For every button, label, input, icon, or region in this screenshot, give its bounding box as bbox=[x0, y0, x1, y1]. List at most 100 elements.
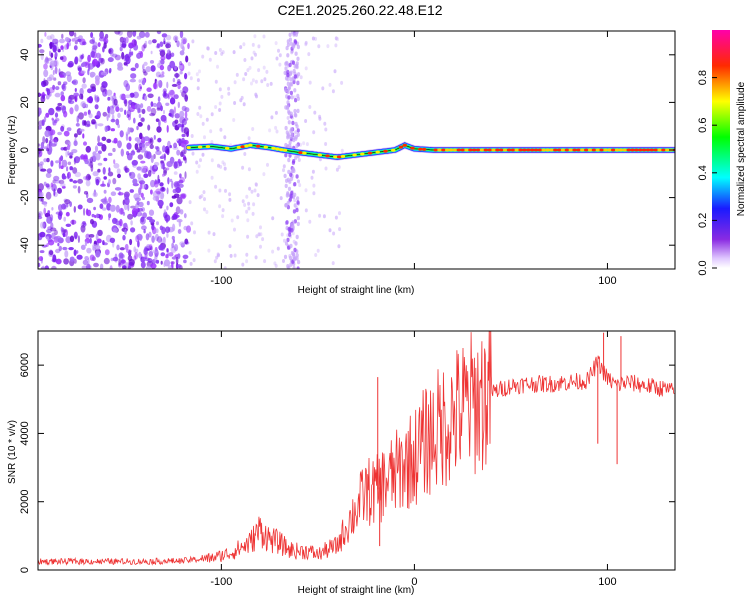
interference-blob bbox=[290, 132, 294, 137]
noise-faint bbox=[297, 158, 301, 162]
noise-faint bbox=[218, 108, 222, 112]
signal-peak bbox=[452, 148, 458, 152]
noise-faint bbox=[282, 164, 286, 169]
interference-blob bbox=[296, 266, 300, 269]
interference-blob bbox=[292, 42, 296, 48]
noise-faint bbox=[324, 142, 328, 146]
signal-peak bbox=[236, 145, 241, 149]
noise-faint bbox=[277, 48, 280, 53]
spectrogram-ytick-label: 20 bbox=[19, 96, 31, 108]
noise-faint bbox=[212, 232, 216, 237]
noise-faint bbox=[221, 50, 225, 55]
noise-faint bbox=[198, 195, 202, 200]
interference-blob bbox=[294, 241, 298, 246]
noise-faint bbox=[324, 127, 328, 132]
noise-faint bbox=[220, 51, 224, 56]
interference-blob bbox=[295, 253, 299, 258]
noise-faint bbox=[246, 234, 250, 239]
signal-peak bbox=[205, 145, 211, 149]
noise-faint bbox=[257, 232, 261, 237]
noise-faint bbox=[256, 193, 260, 198]
noise-faint bbox=[313, 110, 317, 115]
noise-faint bbox=[312, 130, 316, 135]
noise-faint bbox=[219, 164, 223, 169]
noise-faint bbox=[218, 101, 222, 106]
interference-blob bbox=[284, 87, 288, 93]
noise-faint bbox=[243, 58, 247, 62]
noise-faint bbox=[245, 259, 249, 264]
interference-blob bbox=[286, 81, 290, 87]
noise-faint bbox=[337, 165, 341, 170]
noise-faint bbox=[241, 165, 245, 170]
signal-peak bbox=[553, 148, 558, 152]
spectrogram-ticks: -100 100 -40 -20 0 20 40 bbox=[19, 31, 675, 287]
signal-peak bbox=[325, 154, 330, 158]
noise-faint bbox=[205, 117, 209, 122]
interference-blob bbox=[297, 259, 301, 265]
signal-peak bbox=[402, 143, 407, 147]
signal-peak bbox=[433, 148, 438, 152]
interference-blob bbox=[284, 125, 288, 131]
noise-faint bbox=[197, 164, 201, 169]
noise-faint bbox=[257, 68, 261, 73]
signal-peak bbox=[437, 148, 442, 152]
signal-peak bbox=[391, 148, 396, 152]
noise-faint bbox=[254, 92, 258, 97]
signal-peak bbox=[572, 148, 577, 152]
noise-faint bbox=[221, 160, 225, 165]
noise-faint bbox=[276, 246, 280, 251]
signal-peak bbox=[576, 148, 581, 152]
noise-faint bbox=[263, 77, 267, 82]
signal-peak bbox=[255, 144, 261, 148]
snr-xtick-label: 100 bbox=[598, 576, 616, 588]
noise-faint bbox=[314, 253, 318, 257]
noise-faint bbox=[218, 204, 222, 209]
noise-faint bbox=[229, 253, 233, 258]
noise-faint bbox=[274, 110, 278, 115]
interference-blob bbox=[284, 66, 288, 71]
signal-peak bbox=[441, 148, 446, 152]
noise-faint bbox=[335, 167, 339, 172]
noise-faint bbox=[253, 34, 257, 39]
interference-blob bbox=[289, 90, 293, 96]
signal-peak bbox=[398, 145, 404, 149]
interference-blob bbox=[288, 232, 292, 237]
signal-peak bbox=[491, 148, 496, 152]
interference-blob bbox=[295, 143, 299, 148]
noise-faint bbox=[304, 40, 308, 45]
noise-faint bbox=[233, 253, 237, 258]
noise-faint bbox=[246, 218, 250, 223]
noise-faint bbox=[248, 65, 252, 70]
signal-peak bbox=[367, 151, 373, 155]
noise-faint bbox=[334, 215, 338, 220]
noise-faint bbox=[259, 244, 262, 249]
interference-blob bbox=[292, 32, 296, 37]
interference-blob bbox=[296, 221, 300, 227]
noise-faint bbox=[266, 162, 269, 167]
signal-peak bbox=[607, 148, 612, 152]
interference-blob bbox=[286, 72, 290, 78]
interference-blob bbox=[293, 203, 297, 208]
noise-faint bbox=[199, 114, 203, 119]
signal-peak bbox=[282, 148, 288, 152]
noise-faint bbox=[250, 189, 254, 194]
noise-faint bbox=[220, 94, 224, 99]
spectrogram-ytick-label: 0 bbox=[19, 147, 31, 153]
signal-peak bbox=[336, 155, 342, 159]
noise-faint bbox=[328, 82, 332, 87]
noise-faint bbox=[221, 208, 225, 213]
noise-faint bbox=[245, 252, 249, 257]
signal-peak bbox=[186, 146, 191, 150]
noise-faint bbox=[318, 213, 322, 218]
noise-faint bbox=[248, 186, 252, 191]
noise-faint bbox=[230, 218, 234, 223]
noise-faint bbox=[190, 134, 194, 138]
interference-blob bbox=[285, 45, 289, 51]
noise-faint bbox=[265, 69, 269, 74]
interference-blob bbox=[290, 190, 294, 196]
noise-faint bbox=[201, 54, 205, 59]
colorbar-ticks: 0.0 0.2 0.4 0.6 0.8 bbox=[697, 70, 717, 276]
noise-faint bbox=[312, 191, 316, 196]
noise-faint bbox=[199, 158, 202, 163]
signal-peak bbox=[279, 148, 284, 152]
